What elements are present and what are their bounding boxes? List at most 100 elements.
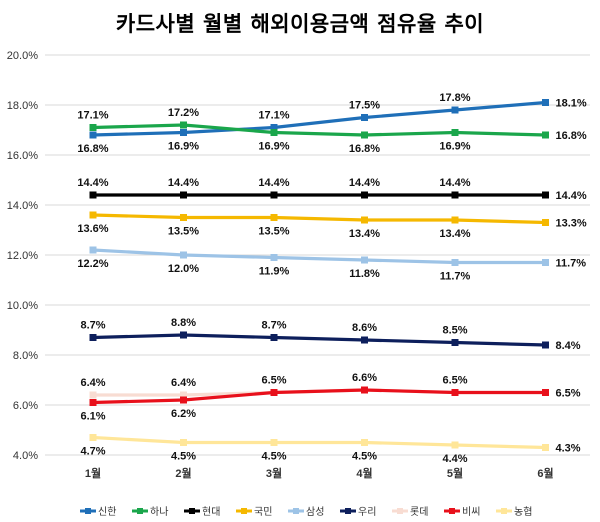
data-point [89, 434, 97, 441]
data-label: 6.2% [171, 408, 196, 420]
data-point [361, 256, 368, 264]
data-label: 14.4% [439, 177, 470, 189]
data-point [89, 334, 97, 341]
legend-label: 국민 [254, 506, 272, 518]
y-tick-label: 14.0% [7, 200, 38, 212]
data-point [451, 191, 459, 199]
legend-marker [397, 508, 403, 514]
data-point [361, 386, 368, 394]
data-point [361, 336, 368, 344]
legend-marker [85, 508, 91, 514]
data-label: 6.4% [80, 377, 105, 389]
data-label: 6.5% [261, 375, 286, 387]
data-point [89, 391, 97, 399]
data-point [451, 441, 459, 449]
series-line [92, 100, 546, 137]
data-point [89, 191, 97, 199]
data-point [451, 339, 459, 346]
data-label: 8.7% [80, 320, 105, 332]
y-tick-label: 8.0% [13, 350, 38, 362]
series-line [92, 388, 546, 405]
data-point [89, 124, 97, 131]
series-line [92, 123, 546, 137]
legend-marker [449, 508, 455, 514]
data-label: 13.5% [168, 226, 199, 238]
data-point [89, 211, 97, 219]
data-label: 14.4% [258, 177, 289, 189]
data-point [451, 216, 459, 224]
data-point [361, 191, 368, 199]
data-point [542, 444, 549, 451]
data-point [180, 191, 187, 199]
data-label: 6.5% [442, 375, 467, 387]
data-point [89, 246, 97, 254]
data-point [542, 341, 549, 349]
data-label: 4.5% [352, 451, 377, 463]
data-point [542, 99, 549, 106]
data-label: 17.8% [439, 92, 470, 104]
data-label: 11.7% [556, 258, 587, 270]
series-line [92, 248, 546, 265]
data-point [270, 214, 278, 221]
data-label: 17.2% [168, 107, 199, 119]
data-label: 4.5% [171, 451, 196, 463]
data-point [180, 439, 187, 446]
data-point [542, 191, 549, 199]
data-label: 13.4% [349, 228, 380, 240]
y-tick-label: 16.0% [7, 150, 38, 162]
data-label: 8.4% [556, 340, 581, 352]
data-point [180, 214, 187, 221]
y-tick-label: 10.0% [7, 300, 38, 312]
data-point [180, 129, 187, 136]
data-label: 6.5% [556, 388, 581, 400]
x-tick-label: 6월 [537, 466, 553, 480]
y-tick-label: 12.0% [7, 250, 38, 262]
data-label: 17.5% [349, 100, 380, 112]
data-label: 17.1% [77, 110, 108, 122]
series-line [92, 333, 546, 347]
data-label: 4.7% [80, 446, 105, 458]
data-point [542, 131, 549, 139]
data-label: 13.6% [77, 223, 108, 235]
data-label: 6.1% [80, 411, 105, 423]
data-point [89, 399, 97, 406]
legend-label: 농협 [514, 505, 532, 518]
data-point [270, 254, 278, 261]
data-point [361, 131, 368, 139]
data-label: 11.9% [259, 266, 290, 278]
data-point [180, 396, 187, 404]
x-tick-label: 5월 [447, 466, 463, 480]
legend-label: 현대 [202, 506, 220, 518]
data-label: 8.7% [261, 320, 286, 332]
data-label: 14.4% [77, 177, 108, 189]
data-point [180, 391, 187, 399]
data-label: 16.8% [77, 143, 108, 155]
data-label: 8.6% [352, 322, 377, 334]
data-point [361, 439, 368, 446]
data-label: 18.1% [556, 98, 587, 110]
data-label: 16.9% [258, 141, 289, 153]
data-label: 16.8% [556, 130, 587, 142]
data-label: 11.7% [440, 271, 471, 283]
data-point [270, 439, 278, 446]
data-label: 16.8% [349, 143, 380, 155]
data-point [180, 121, 187, 129]
legend-label: 롯데 [410, 506, 428, 518]
data-label: 11.8% [349, 268, 380, 280]
x-tick-label: 4월 [356, 466, 372, 480]
data-label: 4.3% [556, 443, 581, 455]
data-label: 13.5% [258, 226, 289, 238]
y-tick-label: 6.0% [13, 400, 38, 412]
data-point [270, 191, 278, 199]
data-label: 4.5% [261, 451, 286, 463]
data-label: 13.3% [556, 218, 587, 230]
data-point [451, 106, 459, 114]
legend-marker [501, 508, 507, 514]
data-label: 16.9% [439, 141, 470, 153]
y-tick-label: 18.0% [7, 100, 38, 112]
x-tick-label: 3월 [266, 466, 282, 480]
data-label: 12.0% [168, 263, 199, 275]
data-label: 14.4% [556, 190, 587, 202]
data-point [270, 334, 278, 341]
data-label: 14.4% [168, 177, 199, 189]
